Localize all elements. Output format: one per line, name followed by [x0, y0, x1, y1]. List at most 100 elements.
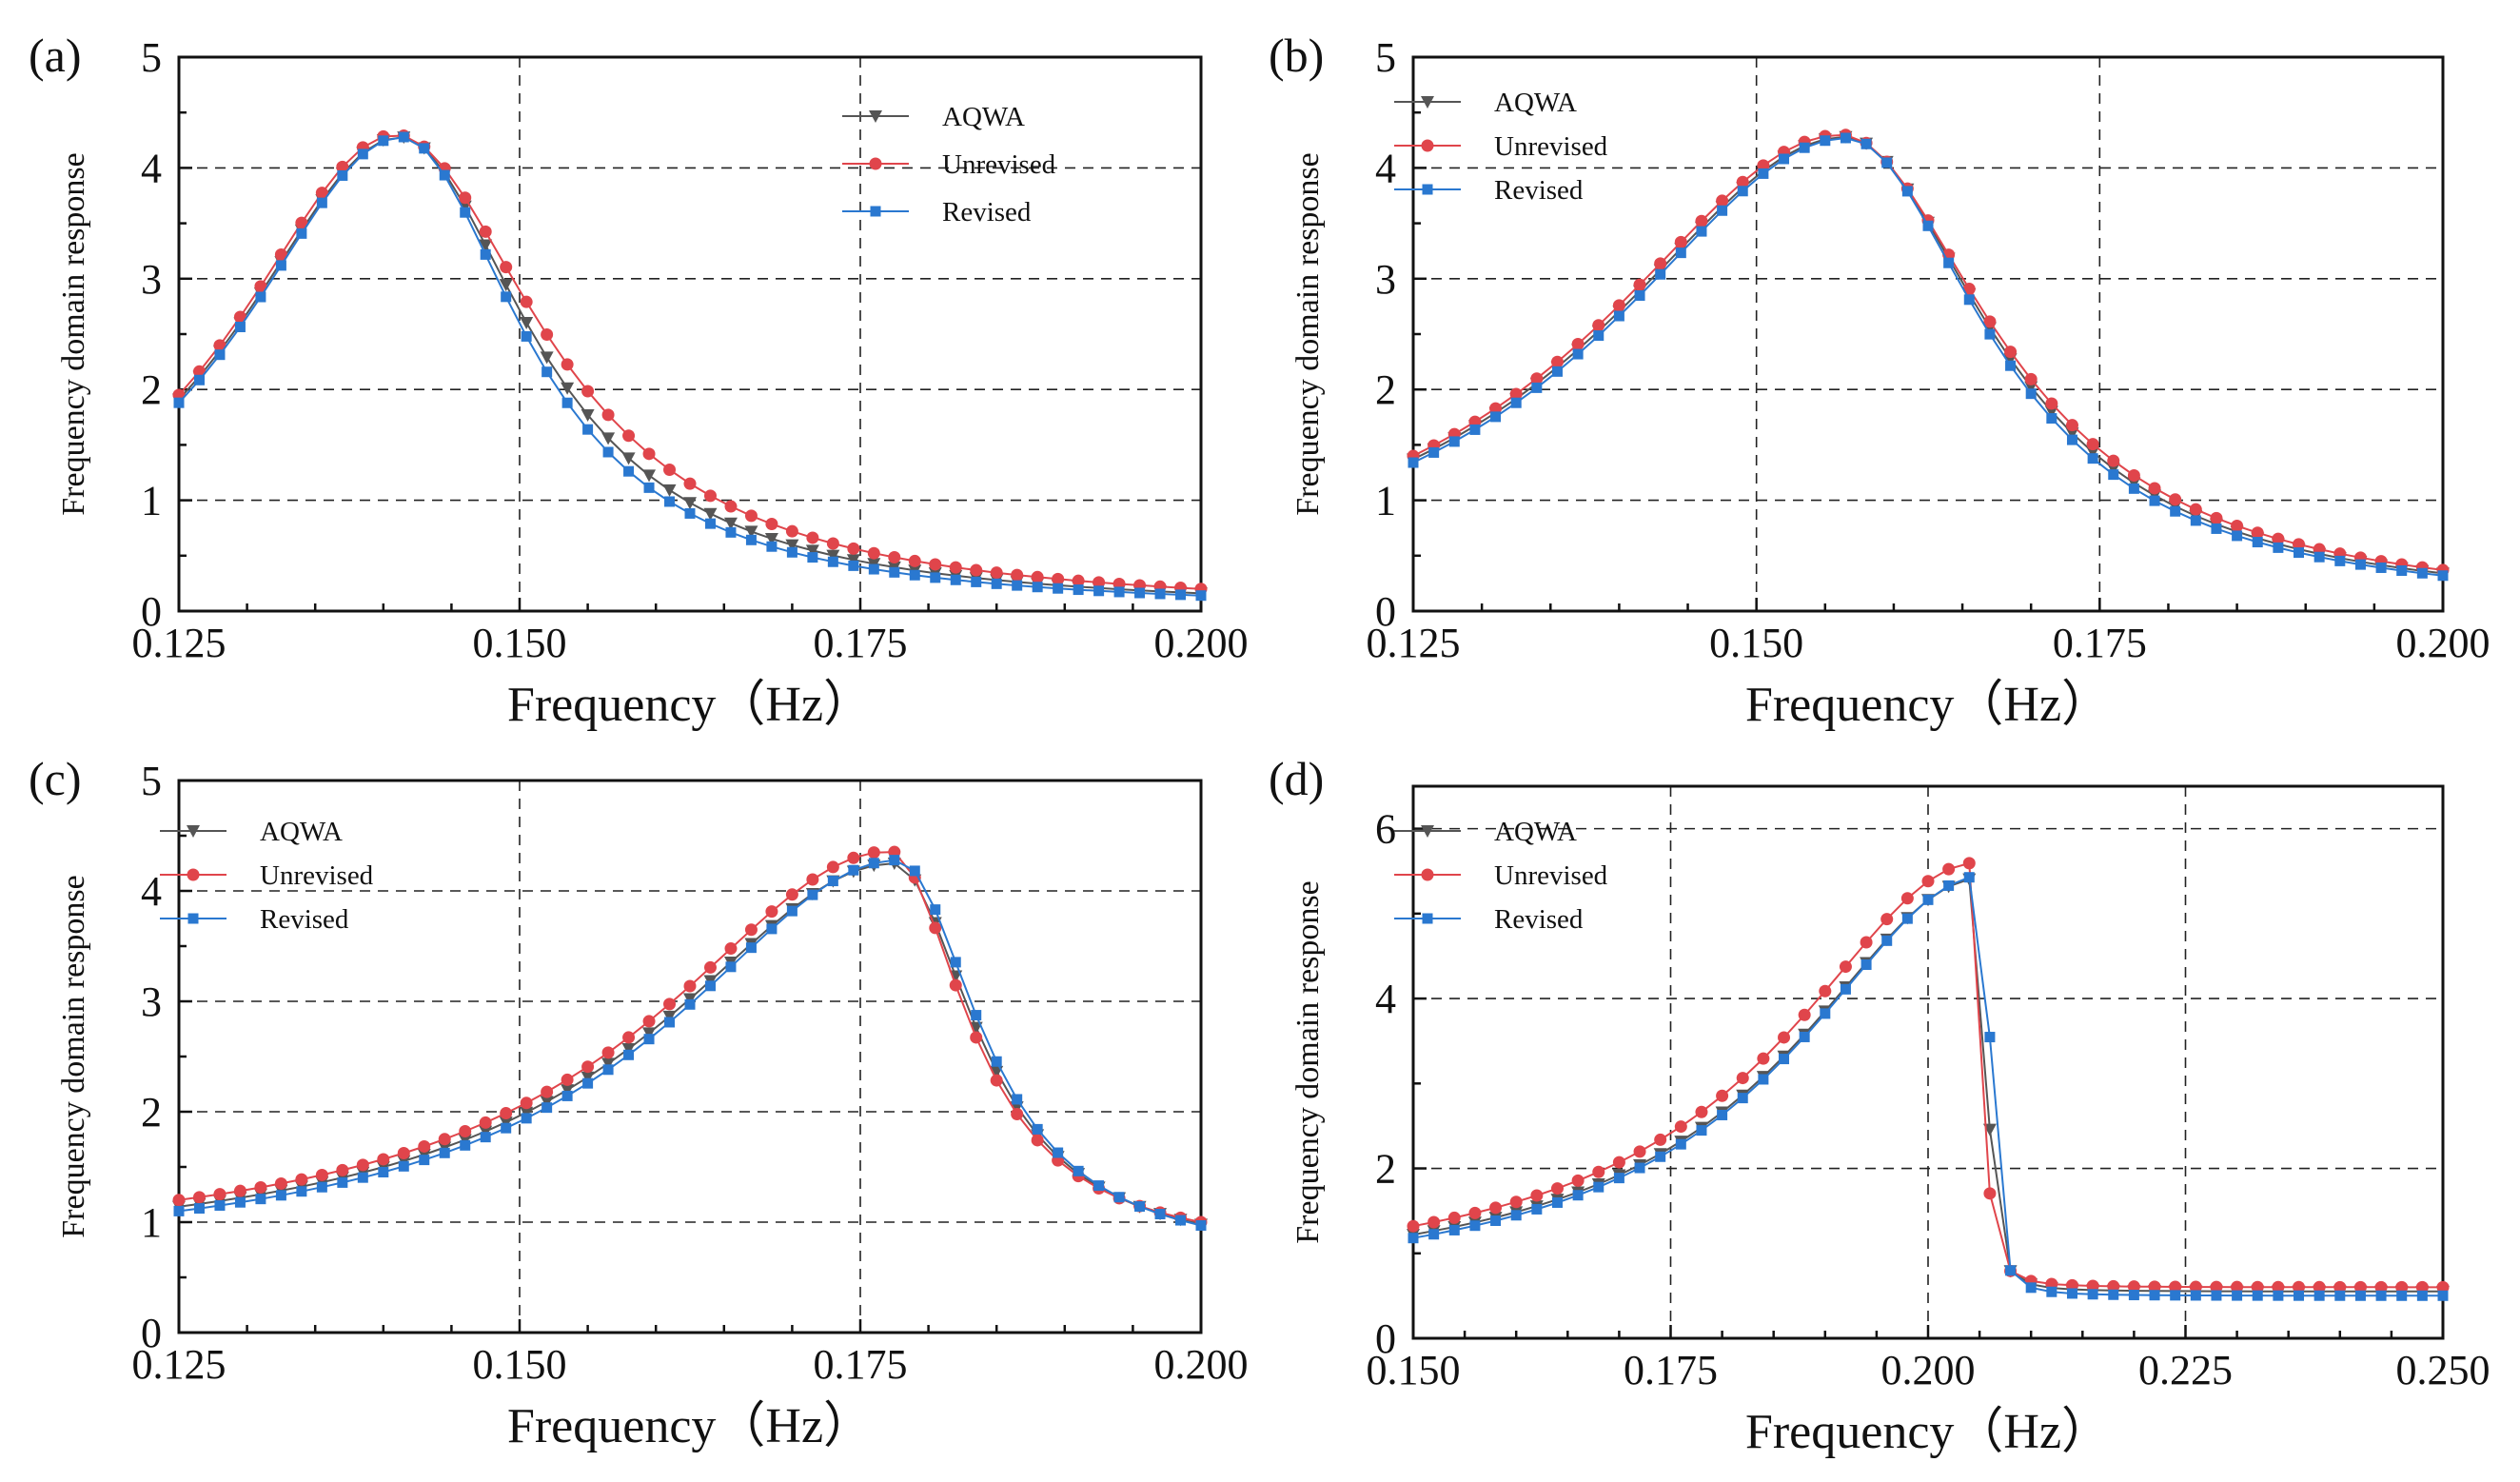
- data-point: [193, 374, 205, 385]
- chart-panel-b: 0.125 0.150 0.175 0.200 0 1 2 3 4 5 Frequency（Hz） F…: [1269, 29, 2490, 732]
- data-point: [2169, 1280, 2182, 1294]
- data-point: [888, 551, 901, 564]
- data-point: [724, 942, 738, 956]
- data-point: [806, 531, 819, 544]
- data-point: [703, 507, 718, 521]
- data-point: [949, 978, 962, 992]
- data-point: [1134, 1201, 1146, 1213]
- data-point: [2065, 427, 2079, 441]
- data-point: [663, 464, 677, 477]
- data-point: [1175, 589, 1187, 601]
- data-point: [664, 1017, 676, 1028]
- data-point: [1963, 294, 1975, 306]
- data-point: [2251, 526, 2264, 540]
- data-point: [561, 1084, 575, 1097]
- data-point: [745, 534, 757, 545]
- data-point: [1053, 1147, 1064, 1158]
- data-point: [642, 469, 657, 483]
- x-tick-label: 0.175: [814, 620, 908, 666]
- data-point: [2293, 1280, 2306, 1294]
- data-point: [541, 1085, 554, 1098]
- data-point: [785, 539, 799, 552]
- data-point: [909, 865, 920, 877]
- legend-label: AQWA: [1494, 817, 1577, 847]
- data-point: [1717, 205, 1728, 216]
- data-point: [867, 546, 880, 560]
- series-unrevised: [1407, 857, 2450, 1294]
- data-point: [642, 1015, 656, 1028]
- data-point: [643, 482, 655, 493]
- data-point: [848, 560, 859, 571]
- y-tick-label: 0: [1375, 588, 1396, 635]
- data-point: [745, 942, 757, 954]
- data-point: [1943, 879, 1955, 891]
- data-point: [1490, 411, 1502, 423]
- data-point: [621, 452, 636, 465]
- data-point: [601, 408, 615, 422]
- data-point: [1984, 1032, 1996, 1043]
- data-point: [1696, 226, 1707, 237]
- data-point: [1550, 1182, 1564, 1195]
- data-point: [479, 225, 492, 238]
- data-point: [1696, 1125, 1707, 1136]
- data-point: [419, 143, 430, 154]
- y-tick-label: 4: [1375, 976, 1396, 1022]
- data-point: [1113, 586, 1125, 598]
- data-point: [1593, 1181, 1605, 1193]
- x-axis-title: Frequency（Hz）: [1745, 1405, 2111, 1459]
- data-point: [582, 424, 594, 435]
- data-point: [2025, 388, 2037, 400]
- data-point: [1633, 1145, 1646, 1158]
- data-point: [2211, 1290, 2222, 1301]
- data-point: [807, 552, 818, 563]
- data-point: [1634, 289, 1645, 301]
- data-point: [500, 1107, 513, 1120]
- data-point: [1509, 1195, 1523, 1209]
- y-axis-title: Frequency domain response: [56, 152, 91, 515]
- y-tick-label: 0: [1375, 1315, 1396, 1362]
- data-point: [1799, 1031, 1810, 1042]
- data-point: [460, 1139, 471, 1151]
- data-point: [1921, 875, 1935, 888]
- data-point: [255, 1194, 266, 1205]
- data-point: [703, 489, 717, 503]
- data-point: [1428, 1229, 1440, 1240]
- y-tick-label: 3: [141, 978, 162, 1025]
- data-point: [295, 1173, 308, 1186]
- data-point: [315, 187, 328, 200]
- data-point: [1840, 983, 1851, 995]
- data-point: [1551, 366, 1563, 377]
- data-point: [501, 291, 512, 303]
- data-point: [2066, 1288, 2077, 1299]
- data-point: [192, 365, 206, 378]
- data-point: [765, 518, 778, 531]
- data-point: [561, 397, 573, 408]
- legend-label: Revised: [1494, 175, 1584, 206]
- data-point: [744, 923, 758, 937]
- data-point: [275, 260, 286, 271]
- data-point: [357, 148, 368, 160]
- data-point: [684, 507, 696, 519]
- series-unrevised: [172, 129, 1208, 596]
- data-point: [2087, 1289, 2098, 1300]
- data-point: [949, 561, 962, 574]
- panel-label: (d): [1269, 752, 1324, 805]
- data-point: [1154, 1208, 1166, 1219]
- data-point: [1758, 1074, 1769, 1085]
- panel-label: (b): [1269, 29, 1324, 82]
- y-tick-label: 4: [141, 868, 162, 915]
- data-point: [1942, 862, 1956, 876]
- data-point: [2294, 1290, 2305, 1301]
- data-point: [2396, 1290, 2408, 1301]
- x-tick-label: 0.200: [1881, 1347, 1976, 1393]
- data-point: [868, 563, 879, 575]
- data-point: [1675, 247, 1686, 259]
- x-tick-label: 0.200: [1154, 620, 1249, 666]
- data-point: [1073, 1165, 1084, 1176]
- data-point: [725, 961, 737, 973]
- data-point: [315, 1168, 328, 1181]
- data-point: [1695, 1105, 1708, 1118]
- data-point: [1489, 402, 1503, 415]
- data-point: [1736, 1072, 1749, 1085]
